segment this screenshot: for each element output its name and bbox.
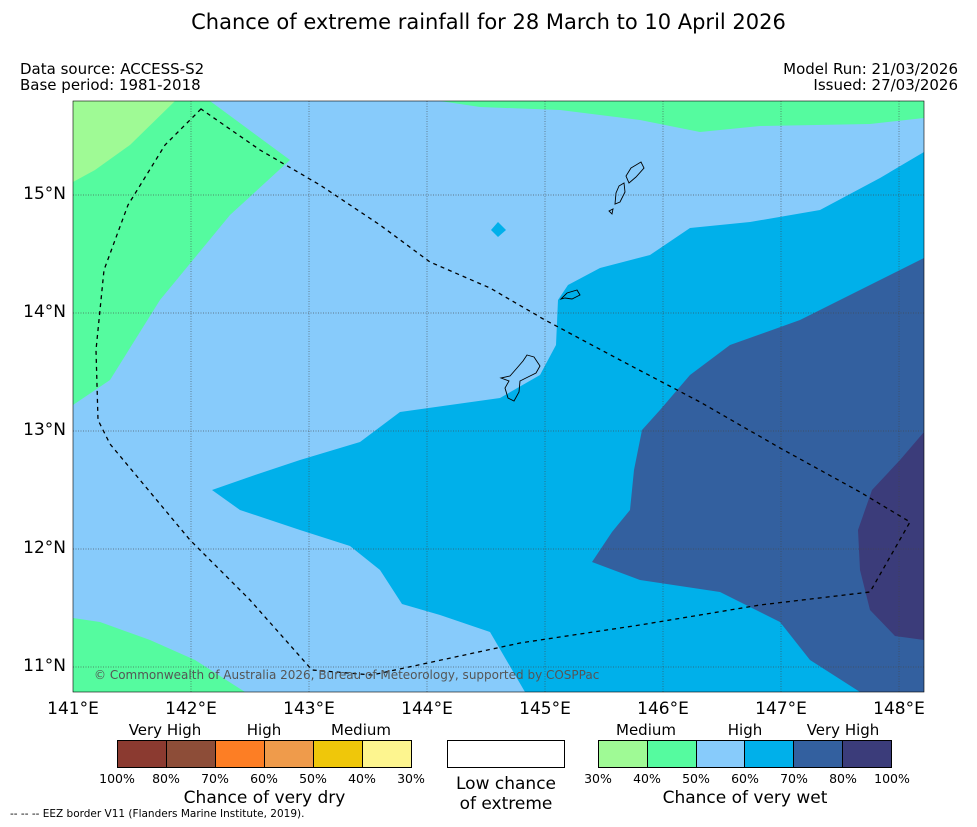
lat-label: 12°N — [23, 538, 66, 558]
region-wet-30-40 — [73, 101, 175, 182]
dry-percent: 70% — [201, 771, 229, 786]
issued-date: Issued: 27/03/2026 — [813, 76, 958, 94]
wet-category-high: High — [727, 721, 763, 739]
low-chance-caption: Low chance of extreme — [437, 774, 575, 814]
wet-percent: 100% — [874, 771, 910, 786]
meta-left: Data source: ACCESS-S2 Base period: 1981… — [20, 61, 204, 93]
lat-label: 13°N — [23, 420, 66, 440]
wet-category-very-high: Very High — [806, 721, 880, 739]
wet-percent: 60% — [731, 771, 759, 786]
dry-percent: 30% — [397, 771, 425, 786]
dry-swatch — [363, 741, 411, 767]
lon-label: 145°E — [519, 699, 571, 719]
wet-category-medium: Medium — [616, 721, 676, 739]
map-frame — [72, 100, 925, 693]
model-run: Model Run: 21/03/2026 — [783, 60, 958, 78]
lon-label: 147°E — [755, 699, 807, 719]
low-chance-line1: Low chance — [456, 774, 556, 794]
wet-swatch — [745, 741, 795, 767]
wet-caption: Chance of very wet — [662, 788, 828, 808]
island-rota — [559, 289, 581, 300]
dry-swatch — [314, 741, 363, 767]
region-wet-40-50-north-west — [73, 101, 290, 405]
region-wet-70-80 — [592, 258, 924, 692]
dry-percent: 80% — [152, 771, 180, 786]
wet-percent: 30% — [584, 771, 612, 786]
region-wet-60-70-speck — [491, 222, 506, 237]
wet-swatch — [696, 741, 746, 767]
island-guam — [499, 354, 541, 402]
dry-percent: 100% — [99, 771, 135, 786]
data-source: Data source: ACCESS-S2 — [20, 60, 205, 78]
copyright-text: © Commonwealth of Australia 2026, Bureau… — [94, 668, 599, 682]
lat-label: 14°N — [23, 302, 66, 322]
lon-label: 146°E — [637, 699, 689, 719]
dry-caption: Chance of very dry — [183, 788, 346, 808]
chart-title: Chance of extreme rainfall for 28 March … — [191, 10, 786, 34]
base-period: Base period: 1981-2018 — [20, 76, 201, 94]
dry-percent: 40% — [348, 771, 376, 786]
wet-swatch — [794, 741, 844, 767]
low-chance-line2: of extreme — [459, 794, 553, 814]
island-outlines — [499, 161, 645, 402]
dry-category-very-high: Very High — [128, 721, 202, 739]
lat-label: 11°N — [23, 656, 66, 676]
region-wet-40-50-north — [440, 101, 924, 132]
low-chance-swatch — [447, 740, 565, 768]
region-wet-80-100 — [858, 432, 924, 640]
lon-label: 143°E — [283, 699, 335, 719]
wet-swatch — [647, 741, 697, 767]
wet-percent: 70% — [780, 771, 808, 786]
dry-swatch — [265, 741, 314, 767]
dry-colorbar — [117, 740, 412, 768]
dry-swatch — [216, 741, 265, 767]
wet-percent: 40% — [633, 771, 661, 786]
eez-footnote: -- -- -- EEZ border V11 (Flanders Marine… — [10, 808, 305, 820]
wet-swatch — [599, 741, 648, 767]
wet-swatch — [843, 741, 891, 767]
lon-label: 142°E — [165, 699, 217, 719]
island-north — [625, 161, 645, 184]
meta-right: Model Run: 21/03/2026 Issued: 27/03/2026 — [783, 61, 958, 93]
eez-border — [95, 108, 911, 676]
map-regions — [73, 101, 924, 692]
dry-percent: 50% — [299, 771, 327, 786]
island-speck — [608, 208, 614, 215]
dry-swatch — [167, 741, 216, 767]
dry-swatch — [118, 741, 167, 767]
lon-label: 148°E — [873, 699, 925, 719]
lon-label: 141°E — [47, 699, 99, 719]
wet-percent: 80% — [829, 771, 857, 786]
island-north-small — [614, 182, 626, 205]
dry-category-medium: Medium — [331, 721, 391, 739]
dry-percent: 60% — [250, 771, 278, 786]
rainfall-map: © Commonwealth of Australia 2026, Bureau… — [72, 100, 925, 693]
dry-category-high: High — [246, 721, 282, 739]
grid-lines — [73, 101, 924, 692]
wet-colorbar — [598, 740, 892, 768]
region-wet-40-50-south-west — [73, 618, 245, 692]
lon-label: 144°E — [401, 699, 453, 719]
lat-label: 15°N — [23, 184, 66, 204]
wet-percent: 50% — [682, 771, 710, 786]
